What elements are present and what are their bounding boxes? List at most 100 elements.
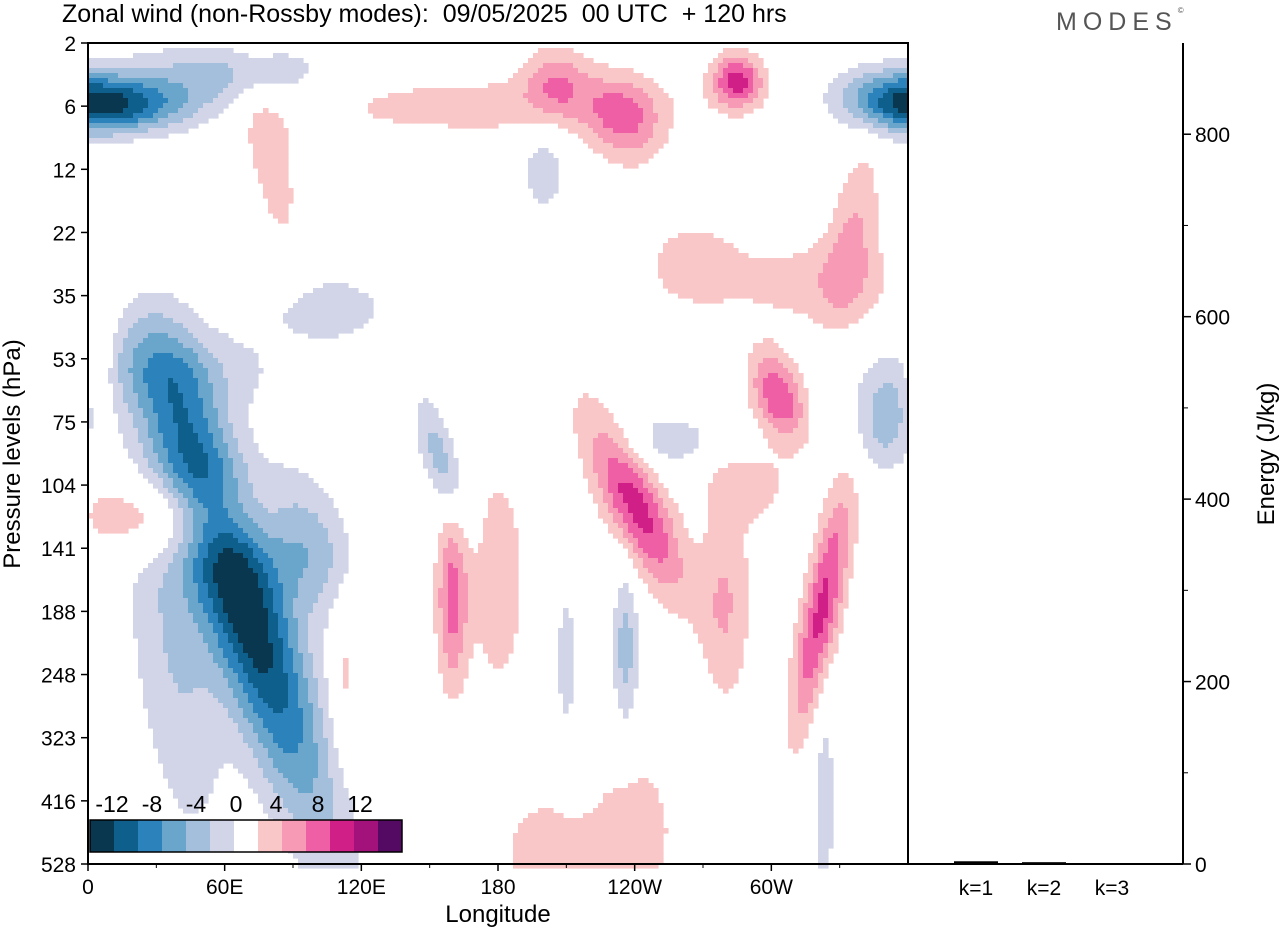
heatmap-cell [183,403,189,409]
heatmap-cell [443,468,449,474]
heatmap-cell [173,508,179,514]
heatmap-cell [838,243,844,249]
heatmap-cell [663,518,669,524]
heatmap-cell [493,513,499,519]
heatmap-cell [853,503,859,509]
heatmap-cell [143,348,149,354]
heatmap-cell [283,503,289,509]
heatmap-cell [553,183,559,189]
heatmap-cell [858,208,864,214]
heatmap-cell [213,363,219,369]
heatmap-cell [203,418,209,424]
heatmap-cell [763,338,769,344]
heatmap-cell [648,138,654,144]
heatmap-cell [158,363,164,369]
heatmap-cell [603,458,609,464]
heatmap-cell [208,368,214,374]
heatmap-cell [153,373,159,379]
heatmap-cell [168,68,174,74]
heatmap-cell [583,58,589,64]
heatmap-cell [653,113,659,119]
heatmap-cell [103,98,109,104]
heatmap-cell [703,273,709,279]
heatmap-cell [818,273,824,279]
heatmap-cell [243,413,249,419]
heatmap-cell [723,98,729,104]
heatmap-cell [598,143,604,149]
heatmap-cell [93,523,99,529]
heatmap-cell [298,488,304,494]
heatmap-cell [228,488,234,494]
heatmap-cell [728,488,734,494]
heatmap-cell [98,118,104,124]
heatmap-cell [533,183,539,189]
heatmap-cell [203,58,209,64]
heatmap-cell [718,268,724,274]
heatmap-cell [623,503,629,509]
heatmap-cell [758,373,764,379]
heatmap-cell [783,413,789,419]
heatmap-cell [588,138,594,144]
heatmap-cell [863,228,869,234]
heatmap-cell [313,523,319,529]
heatmap-cell [288,188,294,194]
heatmap-cell [763,348,769,354]
heatmap-cell [593,83,599,89]
heatmap-cell [518,113,524,119]
heatmap-cell [838,228,844,234]
heatmap-cell [168,418,174,424]
heatmap-cell [123,328,129,334]
heatmap-cell [828,238,834,244]
heatmap-cell [788,443,794,449]
heatmap-cell [903,128,909,134]
heatmap-cell [873,278,879,284]
heatmap-cell [718,258,724,264]
heatmap-cell [588,488,594,494]
heatmap-cell [578,133,584,139]
heatmap-cell [668,448,674,454]
heatmap-cell [218,388,224,394]
heatmap-cell [123,443,129,449]
heatmap-cell [158,323,164,329]
heatmap-cell [308,478,314,484]
heatmap-cell [223,393,229,399]
heatmap-cell [208,108,214,114]
heatmap-cell [548,118,554,124]
heatmap-cell [188,313,194,319]
heatmap-cell [123,73,129,79]
heatmap-cell [178,493,184,499]
heatmap-cell [513,98,519,104]
heatmap-cell [238,393,244,399]
heatmap-cell [848,118,854,124]
heatmap-cell [763,463,769,469]
heatmap-cell [498,93,504,99]
heatmap-cell [218,373,224,379]
heatmap-cell [508,83,514,89]
heatmap-cell [93,508,99,514]
heatmap-cell [688,248,694,254]
heatmap-cell [303,518,309,524]
heatmap-cell [858,193,864,199]
heatmap-cell [848,98,854,104]
heatmap-cell [103,73,109,79]
heatmap-cell [273,523,279,529]
heatmap-cell [143,408,149,414]
heatmap-cell [543,193,549,199]
heatmap-cell [223,58,229,64]
heatmap-cell [813,283,819,289]
heatmap-cell [828,228,834,234]
heatmap-cell [573,413,579,419]
heatmap-cell [898,393,904,399]
heatmap-cell [533,68,539,74]
heatmap-cell [598,428,604,434]
heatmap-cell [833,298,839,304]
heatmap-cell [273,123,279,129]
heatmap-cell [683,288,689,294]
heatmap-cell [593,498,599,504]
heatmap-cell [868,208,874,214]
heatmap-cell [143,58,149,64]
heatmap-cell [143,103,149,109]
heatmap-cell [288,478,294,484]
heatmap-cell [653,488,659,494]
heatmap-cell [223,388,229,394]
